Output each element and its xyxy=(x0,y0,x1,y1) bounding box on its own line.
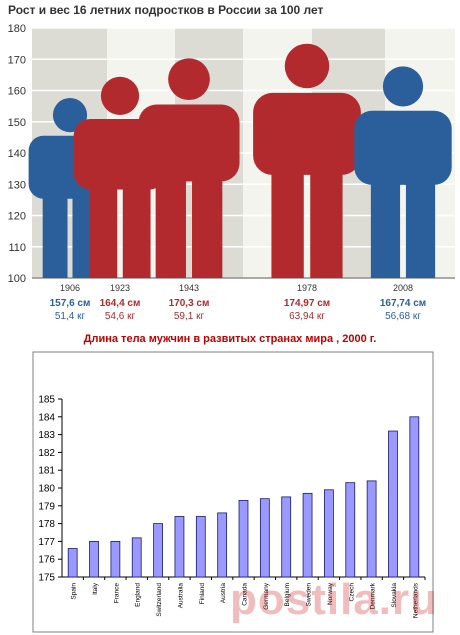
x-tick-label: Italy xyxy=(92,582,99,595)
bar-Spain xyxy=(67,548,78,578)
figure-head xyxy=(284,43,330,89)
x-tick-label: Austria xyxy=(220,583,227,604)
bar-Denmark xyxy=(366,480,377,578)
weight-label: 56,68 кг xyxy=(385,311,421,322)
figure-left-leg xyxy=(89,185,118,278)
x-tick-label: England xyxy=(135,583,142,607)
y-tick-label: 175 xyxy=(38,573,55,584)
y-tick-label: 170 xyxy=(8,54,26,66)
figure-right-leg xyxy=(405,180,436,278)
y-tick-label: 177 xyxy=(38,537,55,548)
country-chart-title: Длина тела мужчин в развитых странах мир… xyxy=(83,333,377,345)
person-figure-2008 xyxy=(354,66,452,278)
x-tick-label: Germany xyxy=(263,582,270,609)
year-label: 1943 xyxy=(179,283,199,293)
x-tick-label: Netherlands xyxy=(412,582,419,618)
y-tick-label: 176 xyxy=(38,555,55,566)
height-label: 174,97 см xyxy=(284,298,330,309)
height-label: 167,74 см xyxy=(380,298,426,309)
figure-torso xyxy=(253,92,361,175)
figure-left-leg xyxy=(155,177,186,278)
bar-Sweden xyxy=(302,492,313,578)
figure-torso xyxy=(354,110,452,185)
figure-head xyxy=(168,58,210,101)
year-label: 2008 xyxy=(393,283,413,293)
y-tick-label: 178 xyxy=(38,519,55,530)
bar-Finland xyxy=(195,516,206,578)
bar-Switzerland xyxy=(153,523,163,578)
figure-left-leg xyxy=(42,194,68,278)
y-tick-label: 179 xyxy=(38,501,55,512)
x-tick-label: Switzerland xyxy=(156,583,163,617)
year-label: 1906 xyxy=(60,283,80,293)
teen-height-chart: Рост и вес 16 летних подростков в России… xyxy=(8,3,455,322)
bar-England xyxy=(131,537,142,578)
bar-France xyxy=(110,540,121,578)
year-label: 1978 xyxy=(297,283,317,293)
y-tick-label: 182 xyxy=(38,448,55,459)
person-figure-1978 xyxy=(253,43,361,278)
figure-head xyxy=(100,76,140,115)
height-label: 170,3 см xyxy=(169,298,210,309)
figure-left-leg xyxy=(370,180,401,278)
bar-Australia xyxy=(174,516,185,578)
y-tick-label: 150 xyxy=(8,117,26,129)
weight-label: 59,1 кг xyxy=(174,311,205,322)
bar-Netherlands xyxy=(409,416,420,578)
y-tick-label: 184 xyxy=(38,412,55,423)
y-tick-label: 110 xyxy=(8,242,26,254)
figure-torso xyxy=(138,104,240,182)
chart-frame xyxy=(32,351,434,633)
x-tick-label: Belgium xyxy=(284,583,291,606)
figure-right-leg xyxy=(122,185,151,278)
x-tick-label: Finland xyxy=(199,583,206,605)
y-tick-label: 180 xyxy=(8,23,26,35)
weight-label: 54,6 кг xyxy=(105,311,136,322)
person-figure-1943 xyxy=(138,58,240,278)
figure-head xyxy=(52,98,88,133)
x-tick-label: Czech xyxy=(348,583,355,602)
bar-Canada xyxy=(238,500,249,578)
bar-Slovakia xyxy=(388,430,398,578)
country-height-chart: 175 176 177 178 179 180 181 182 183 184 185 Spain I… xyxy=(32,351,434,633)
y-tick-label: 130 xyxy=(8,179,26,191)
weight-label: 63,94 кг xyxy=(289,311,325,322)
figure-right-leg xyxy=(310,170,343,278)
y-tick-label: 160 xyxy=(8,86,26,98)
y-tick-label: 140 xyxy=(8,148,26,160)
figure-left-leg xyxy=(271,170,304,278)
bar-Germany xyxy=(259,498,270,578)
bar-Austria xyxy=(217,512,228,578)
year-label: 1923 xyxy=(110,283,130,293)
x-tick-label: Spain xyxy=(71,583,78,600)
x-tick-label: Slovakia xyxy=(391,583,398,608)
height-label: 157,6 см xyxy=(50,298,91,309)
x-tick-label: Denmark xyxy=(370,582,377,609)
x-tick-label: Norway xyxy=(327,582,334,605)
height-label: 164,4 см xyxy=(100,298,141,309)
x-tick-label: Canada xyxy=(242,583,249,606)
y-tick-label: 185 xyxy=(38,395,55,406)
bar-Italy xyxy=(89,540,99,578)
weight-label: 51,4 кг xyxy=(55,311,86,322)
x-tick-label: Australia xyxy=(177,583,184,609)
x-tick-label: Sweden xyxy=(306,583,313,607)
bar-Czech xyxy=(345,482,356,578)
figure-head xyxy=(382,66,424,107)
bar-Norway xyxy=(324,489,334,578)
y-tick-label: 181 xyxy=(38,466,55,477)
watermark: postila.ru xyxy=(229,575,438,624)
y-tick-label: 100 xyxy=(8,273,26,285)
y-tick-label: 180 xyxy=(38,484,55,495)
y-tick-label: 120 xyxy=(8,211,26,223)
y-tick-label: 183 xyxy=(38,430,55,441)
chart-title: Рост и вес 16 летних подростков в России… xyxy=(8,3,324,17)
figure-right-leg xyxy=(192,177,223,278)
bar-Belgium xyxy=(281,496,292,578)
x-tick-label: France xyxy=(113,583,120,604)
